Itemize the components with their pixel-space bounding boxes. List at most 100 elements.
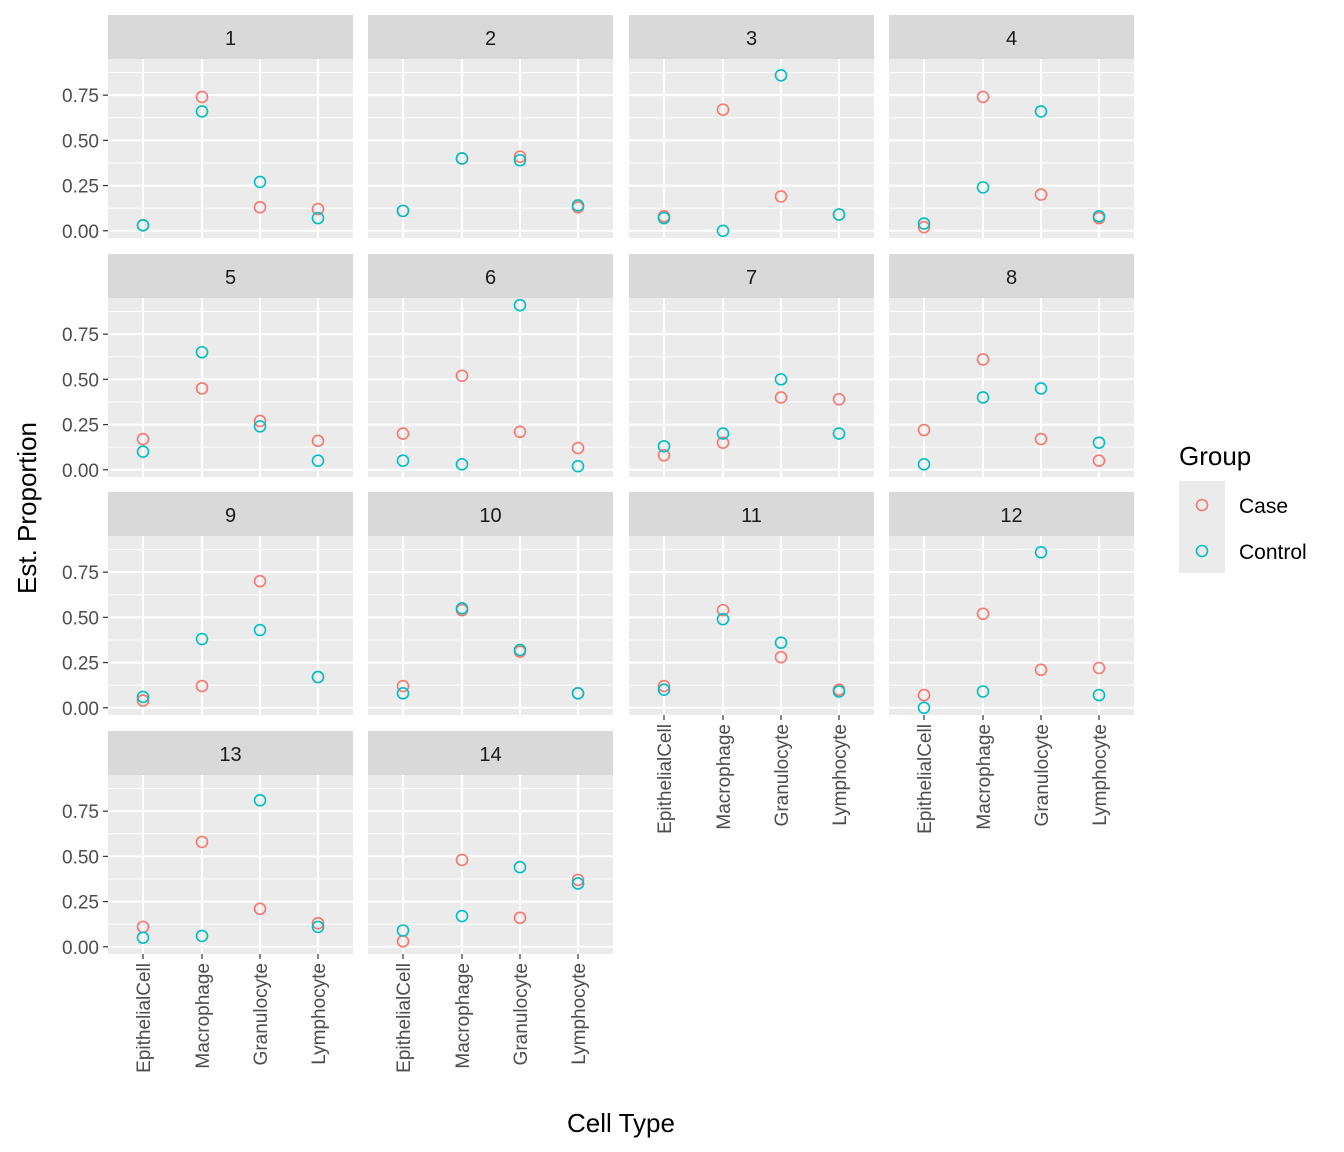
legend: Group Case Control [1179, 441, 1307, 573]
x-tick-label: Granulocyte [772, 724, 793, 826]
point-control [774, 373, 788, 386]
point-case [396, 679, 410, 693]
x-axes: EpithelialCell Macrophage Granulocyte Lymph… [134, 715, 1111, 1073]
point-case [253, 574, 267, 588]
panel-background [889, 298, 1134, 477]
facet-strip-label: 14 [479, 744, 501, 766]
facet-strip [629, 254, 874, 298]
point-case [774, 190, 788, 203]
x-tick-label: Lymphocyte [569, 963, 590, 1065]
facet-strip-label: 2 [485, 28, 496, 50]
facet-strip-label: 7 [746, 267, 757, 289]
y-tick-label: 0.00 [62, 222, 99, 243]
y-axis-title: Est. Proportion [12, 422, 42, 594]
facet-panel-2: 2 [368, 15, 613, 238]
y-tick-label: 0.50 [62, 608, 99, 629]
facet-panel-10: 10 [368, 492, 613, 715]
x-tick-label: Lymphocyte [1090, 724, 1111, 826]
point-control [455, 458, 469, 471]
point-case [136, 432, 150, 446]
point-case [1034, 188, 1048, 201]
facet-strip-label: 8 [1006, 267, 1017, 289]
facet-strip [368, 15, 613, 59]
facet-panel-4: 4 [889, 15, 1134, 238]
point-control [832, 685, 846, 698]
point-case [917, 220, 931, 234]
point-control [571, 459, 585, 473]
facet-panel-1: 1 0.00 0.25 0.50 0.75 [62, 15, 353, 243]
point-control [195, 929, 209, 943]
point-control [455, 602, 469, 615]
facet-strip-label: 4 [1006, 28, 1017, 50]
point-control [657, 211, 671, 225]
point-case [195, 382, 209, 395]
point-case [917, 688, 931, 702]
y-tick-label: 0.00 [62, 938, 99, 959]
point-case [832, 392, 846, 406]
x-tick-label: EpithelialCell [134, 963, 155, 1073]
point-case [195, 835, 209, 849]
point-control [976, 391, 990, 404]
x-tick-label: Lymphocyte [830, 724, 851, 826]
x-tick-label: Granulocyte [251, 963, 272, 1065]
point-case [455, 853, 469, 867]
facet-strip-label: 9 [225, 505, 236, 527]
point-case [917, 423, 931, 437]
point-control [774, 68, 788, 82]
facet-panel-11: 11 [629, 492, 874, 715]
y-tick-label: 0.25 [62, 416, 99, 437]
point-control [396, 924, 410, 937]
point-control [136, 219, 150, 232]
point-control [311, 670, 325, 684]
y-tick-label: 0.50 [62, 370, 99, 391]
point-control [832, 208, 846, 221]
legend-key-case [1195, 498, 1209, 512]
facet-strip-label: 13 [219, 744, 241, 766]
x-tick-label: Lymphocyte [309, 963, 330, 1065]
point-control [311, 920, 325, 934]
y-tick-label: 0.50 [62, 847, 99, 868]
facet-strip [629, 15, 874, 59]
legend-title: Group [1179, 441, 1251, 471]
legend-label-case: Case [1239, 495, 1288, 518]
point-case [716, 436, 730, 449]
point-control [1092, 210, 1106, 223]
point-case [976, 353, 990, 366]
point-control [917, 458, 931, 471]
facet-panel-14: 14 [368, 731, 613, 954]
y-tick-label: 0.00 [62, 461, 99, 482]
facet-panel-13: 13 0.00 0.25 0.50 0.75 [62, 731, 353, 959]
point-control [513, 153, 527, 167]
facet-strip [108, 254, 353, 298]
point-case [716, 603, 730, 617]
point-case [311, 202, 325, 216]
point-control [716, 224, 730, 238]
point-case [455, 369, 469, 383]
point-control [253, 623, 267, 637]
facet-strip [889, 254, 1134, 298]
y-tick-label: 0.25 [62, 654, 99, 675]
point-control [253, 420, 267, 433]
point-control [311, 211, 325, 225]
panel-background [108, 59, 353, 238]
facet-strip-label: 11 [741, 505, 762, 527]
point-control [1034, 382, 1048, 395]
point-case [136, 694, 150, 707]
point-case [1092, 661, 1106, 675]
panel-background [889, 536, 1134, 715]
y-tick-label: 0.75 [62, 86, 99, 107]
legend-key-control [1195, 544, 1209, 558]
point-control [396, 687, 410, 700]
point-control [657, 683, 671, 696]
point-case [195, 90, 209, 104]
panel-background [108, 536, 353, 715]
facet-strip [889, 492, 1134, 536]
point-case [1092, 454, 1106, 468]
facet-strip [108, 15, 353, 59]
point-control [136, 445, 150, 458]
point-control [976, 181, 990, 194]
point-case [195, 679, 209, 693]
facet-strip [368, 492, 613, 536]
facet-strip [629, 492, 874, 536]
point-case [253, 200, 267, 214]
